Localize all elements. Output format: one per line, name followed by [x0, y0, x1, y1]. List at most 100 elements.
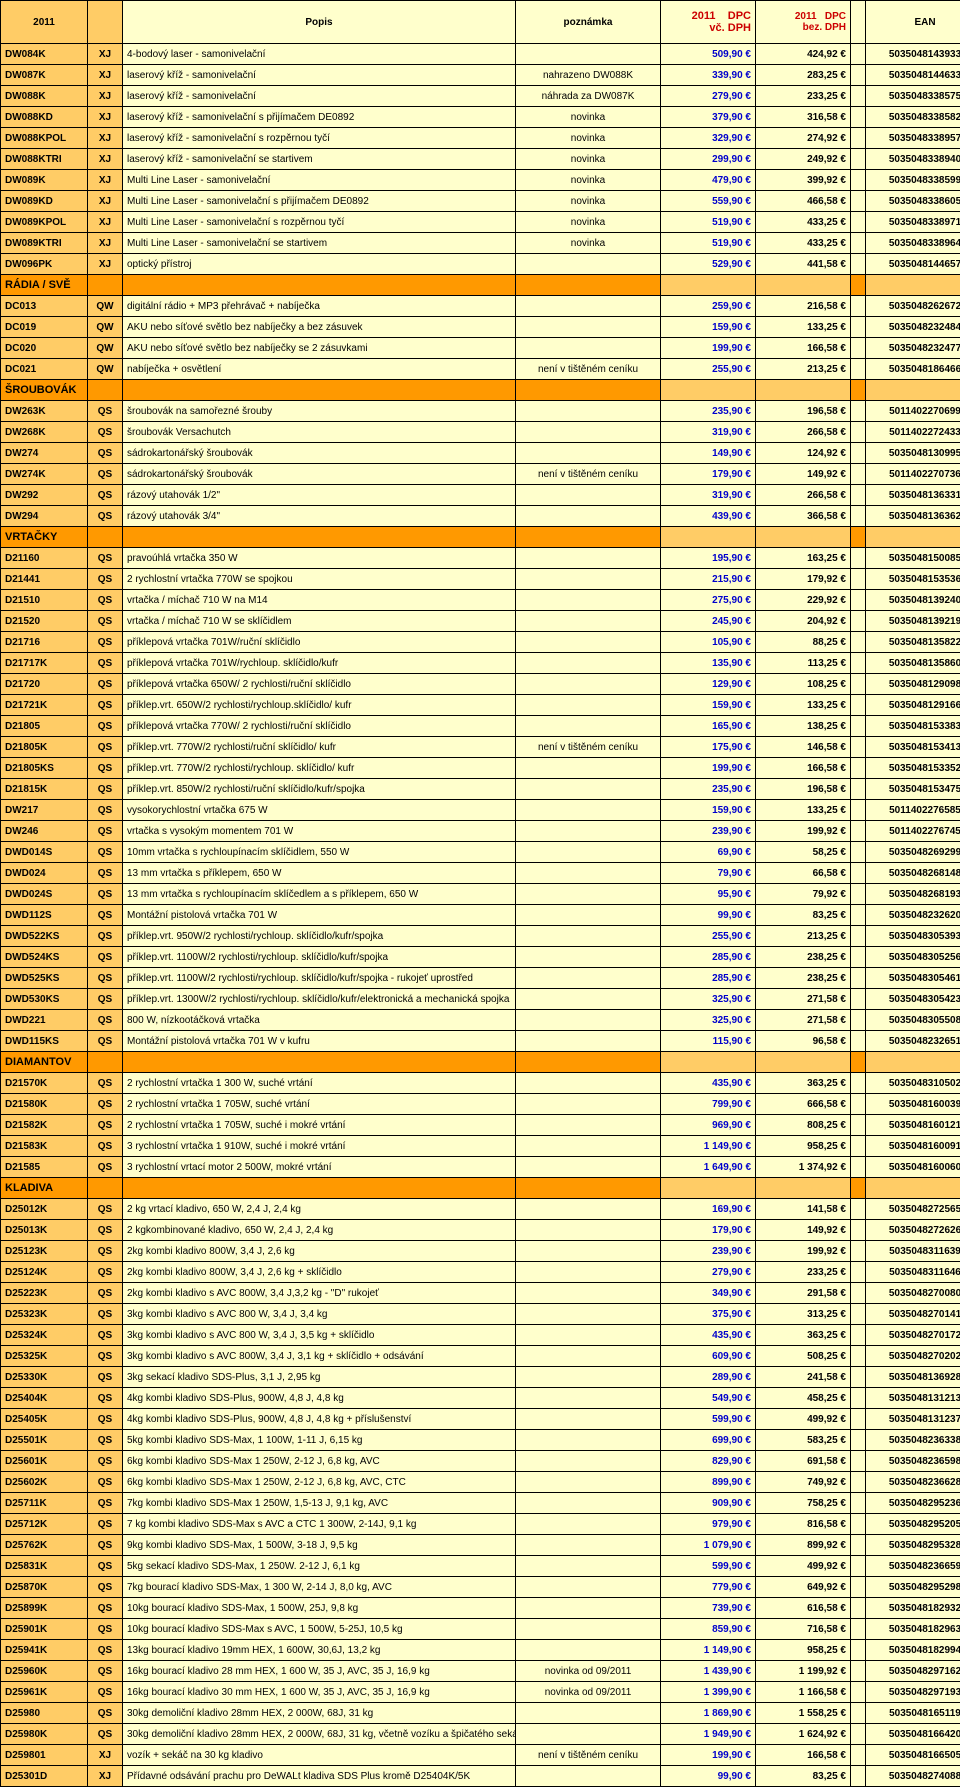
- cell-0: DW263K: [1, 401, 88, 422]
- cell-7: 5035048338575: [866, 86, 960, 107]
- cell-4: 549,90 €: [661, 1388, 756, 1409]
- product-row: D25330KQS3kg sekací kladivo SDS-Plus, 3,…: [1, 1367, 960, 1388]
- cell-6: [851, 401, 866, 422]
- cell-4: 115,90 €: [661, 1031, 756, 1052]
- cell-4: 169,90 €: [661, 1199, 756, 1220]
- cell-3: [516, 422, 661, 443]
- product-row: D25405KQS4kg kombi kladivo SDS-Plus, 900…: [1, 1409, 960, 1430]
- cell-6: [851, 1325, 866, 1346]
- cell-6: [851, 506, 866, 527]
- cell-1: QS: [88, 1199, 123, 1220]
- cell-6: [851, 464, 866, 485]
- product-row: D21720QSpříklepová vrtačka 650W/ 2 rychl…: [1, 674, 960, 695]
- cell-6: [851, 569, 866, 590]
- cell-4: 1 649,90 €: [661, 1157, 756, 1178]
- cell-7: 5035048338599: [866, 170, 960, 191]
- section-row: ŠROUBOVÁK: [1, 380, 960, 401]
- cell-5: 274,92 €: [756, 128, 851, 149]
- product-row: DC019QWAKU nebo síťové světlo bez nabíje…: [1, 317, 960, 338]
- cell-4: 1 439,90 €: [661, 1661, 756, 1682]
- product-row: DC013QWdigitální rádio + MP3 přehrávač +…: [1, 296, 960, 317]
- cell-4: 325,90 €: [661, 989, 756, 1010]
- cell-2: 3 rychlostní vrtací motor 2 500W, mokré …: [123, 1157, 516, 1178]
- cell-2: 2kg kombi kladivo 800W, 3,4 J, 2,6 kg: [123, 1241, 516, 1262]
- product-row: D21805QSpříklepová vrtačka 770W/ 2 rychl…: [1, 716, 960, 737]
- cell-1: QS: [88, 611, 123, 632]
- col-header-7: EAN: [866, 1, 960, 44]
- cell-3: nahrazeno DW088K: [516, 65, 661, 86]
- cell-1: QW: [88, 296, 123, 317]
- cell-3: [516, 485, 661, 506]
- cell-5: 233,25 €: [756, 86, 851, 107]
- cell-4: 509,90 €: [661, 44, 756, 65]
- cell-3: [516, 1598, 661, 1619]
- cell-5: 149,92 €: [756, 464, 851, 485]
- cell-2: sádrokartonářský šroubovák: [123, 464, 516, 485]
- cell-7: 5035048272626: [866, 1220, 960, 1241]
- product-row: D21570KQS2 rychlostní vrtačka 1 300 W, s…: [1, 1073, 960, 1094]
- cell-4: 319,90 €: [661, 485, 756, 506]
- cell-7: 5035048166505: [866, 1745, 960, 1766]
- cell-6: [851, 674, 866, 695]
- cell-5: 133,25 €: [756, 800, 851, 821]
- cell-0: DW088KPOL: [1, 128, 88, 149]
- cell-5: 133,25 €: [756, 695, 851, 716]
- cell-0: DWD525KS: [1, 968, 88, 989]
- product-row: DWD221QS800 W, nízkootáčková vrtačka325,…: [1, 1010, 960, 1031]
- cell-0: DWD024: [1, 863, 88, 884]
- cell-0: D21510: [1, 590, 88, 611]
- cell-2: 2 rychlostní vrtačka 1 705W, suché i mok…: [123, 1115, 516, 1136]
- cell-1: QS: [88, 1598, 123, 1619]
- section-cell: [516, 1178, 661, 1199]
- cell-7: 5035048310502: [866, 1073, 960, 1094]
- cell-0: D21580K: [1, 1094, 88, 1115]
- cell-4: 279,90 €: [661, 1262, 756, 1283]
- cell-0: DWD522KS: [1, 926, 88, 947]
- cell-0: D25901K: [1, 1619, 88, 1640]
- cell-1: QS: [88, 758, 123, 779]
- cell-7: 5035048338957: [866, 128, 960, 149]
- cell-1: QW: [88, 338, 123, 359]
- cell-3: [516, 1220, 661, 1241]
- cell-2: digitální rádio + MP3 přehrávač + nabíje…: [123, 296, 516, 317]
- cell-6: [851, 1493, 866, 1514]
- cell-5: 199,92 €: [756, 1241, 851, 1262]
- cell-1: QS: [88, 443, 123, 464]
- cell-0: D21160: [1, 548, 88, 569]
- section-cell: [851, 527, 866, 548]
- cell-3: [516, 1451, 661, 1472]
- cell-0: D21805K: [1, 737, 88, 758]
- cell-3: [516, 842, 661, 863]
- cell-2: vysokorychlostní vrtačka 675 W: [123, 800, 516, 821]
- cell-6: [851, 1157, 866, 1178]
- cell-5: 149,92 €: [756, 1220, 851, 1241]
- cell-7: 5035048182932: [866, 1598, 960, 1619]
- cell-3: [516, 590, 661, 611]
- product-row: DW084KXJ4-bodový laser - samonivelační50…: [1, 44, 960, 65]
- cell-3: [516, 44, 661, 65]
- section-cell: [756, 1178, 851, 1199]
- cell-3: [516, 821, 661, 842]
- cell-4: 349,90 €: [661, 1283, 756, 1304]
- cell-4: 969,90 €: [661, 1115, 756, 1136]
- cell-0: D25870K: [1, 1577, 88, 1598]
- cell-6: [851, 1241, 866, 1262]
- cell-5: 213,25 €: [756, 926, 851, 947]
- cell-5: 238,25 €: [756, 947, 851, 968]
- cell-2: 4-bodový laser - samonivelační: [123, 44, 516, 65]
- product-row: D21510QSvrtačka / míchač 710 W na M14275…: [1, 590, 960, 611]
- cell-0: D21717K: [1, 653, 88, 674]
- cell-3: [516, 443, 661, 464]
- section-cell: [756, 275, 851, 296]
- cell-1: QS: [88, 1136, 123, 1157]
- cell-4: 479,90 €: [661, 170, 756, 191]
- cell-7: 5035048270080: [866, 1283, 960, 1304]
- product-row: D21805KQSpříklep.vrt. 770W/2 rychlosti/r…: [1, 737, 960, 758]
- cell-5: 179,92 €: [756, 569, 851, 590]
- section-row: VRTAČKY: [1, 527, 960, 548]
- cell-2: vrtačka / míchač 710 W na M14: [123, 590, 516, 611]
- cell-2: 3kg kombi kladivo s AVC 800 W, 3,4 J, 3,…: [123, 1304, 516, 1325]
- cell-4: 255,90 €: [661, 359, 756, 380]
- col-header-4: 2011 DPCvč. DPH: [661, 1, 756, 44]
- cell-5: 666,58 €: [756, 1094, 851, 1115]
